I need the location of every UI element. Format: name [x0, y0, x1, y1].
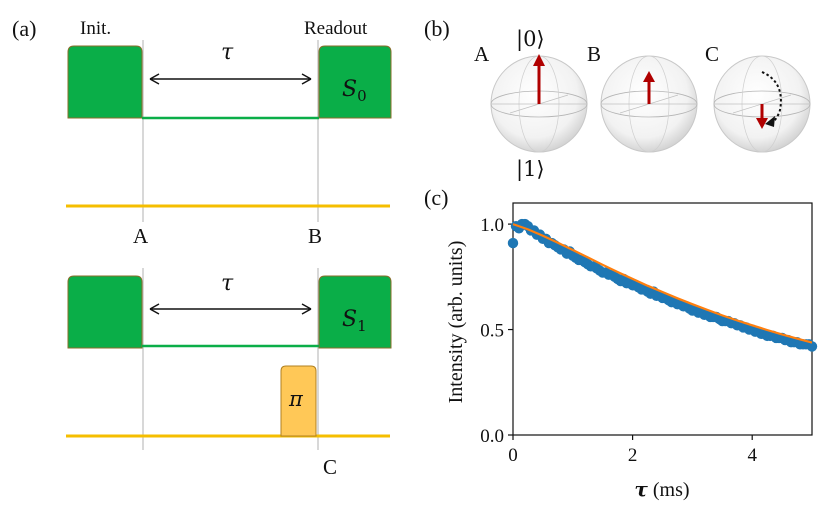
- sphere-a-label: A: [474, 42, 490, 66]
- rotation-arrowhead: [765, 116, 775, 127]
- tau-arrowheads-top: [149, 73, 312, 85]
- rotation-path: [761, 71, 782, 125]
- x-tick-label: 0: [508, 445, 518, 466]
- pi-pulse: [280, 365, 317, 437]
- ket-0-label: |0⟩: [516, 27, 545, 52]
- panel-c-label: (c): [424, 185, 448, 210]
- point-a-label: A: [133, 224, 149, 248]
- point-c-label: C: [323, 455, 337, 479]
- init-laser-pulse-top: [67, 45, 143, 119]
- tau-arrowheads-bottom: [149, 303, 312, 315]
- init-laser-pulse-bottom: [67, 275, 143, 349]
- state-arrowhead: [756, 118, 768, 129]
- state-arrowhead: [643, 71, 655, 82]
- readout-laser-pulse-bottom: [318, 275, 392, 349]
- state-arrowhead: [533, 54, 545, 66]
- data-point: [507, 237, 519, 249]
- y-tick-label: 1.0: [480, 215, 504, 236]
- y-tick-label: 0.0: [480, 426, 504, 447]
- point-b-label: B: [308, 224, 322, 248]
- sphere-c-label: C: [705, 42, 719, 66]
- pi-label: π: [288, 387, 304, 411]
- x-tick-label: 4: [747, 445, 757, 466]
- bloch-sphere-b: B: [587, 42, 698, 153]
- x-tick-label: 2: [628, 445, 638, 466]
- x-ticks: 0 2 4: [508, 435, 757, 466]
- y-axis-label: Intensity (arb. units): [445, 241, 467, 404]
- bloch-sphere-a: A: [474, 42, 588, 153]
- y-tick-label: 0.5: [480, 321, 504, 342]
- x-axis-label: τ (ms): [634, 477, 689, 501]
- ket-1-label: |1⟩: [516, 157, 545, 182]
- init-label: Init.: [80, 18, 111, 39]
- panel-c: (c) 0.0 0.5 1.0 0 2 4 Intensity (arb. units)…: [424, 185, 818, 501]
- fit-line: [512, 223, 813, 344]
- tau-label-top: τ: [221, 40, 234, 65]
- data-point: [806, 341, 818, 352]
- readout-laser-pulse-top: [318, 45, 392, 119]
- bloch-sphere-c: C: [705, 42, 811, 153]
- readout-label: Readout: [304, 18, 368, 39]
- panel-a: (a) Init. Readout τ S0 A B π τ S1 C: [12, 16, 392, 479]
- panel-b-label: (b): [424, 16, 450, 41]
- tau-label-bottom: τ: [221, 271, 234, 296]
- s0-label: S0: [342, 77, 367, 105]
- s1-label: S1: [342, 307, 367, 335]
- y-ticks: 0.0 0.5 1.0: [480, 215, 513, 447]
- plot-frame: [512, 202, 813, 436]
- decay-chart: 0.0 0.5 1.0 0 2 4 Intensity (arb. units) τ (…: [445, 202, 818, 501]
- sphere-b-label: B: [587, 42, 601, 66]
- panel-b: (b) |0⟩ |1⟩ A B C: [424, 16, 811, 182]
- panel-a-label: (a): [12, 16, 36, 41]
